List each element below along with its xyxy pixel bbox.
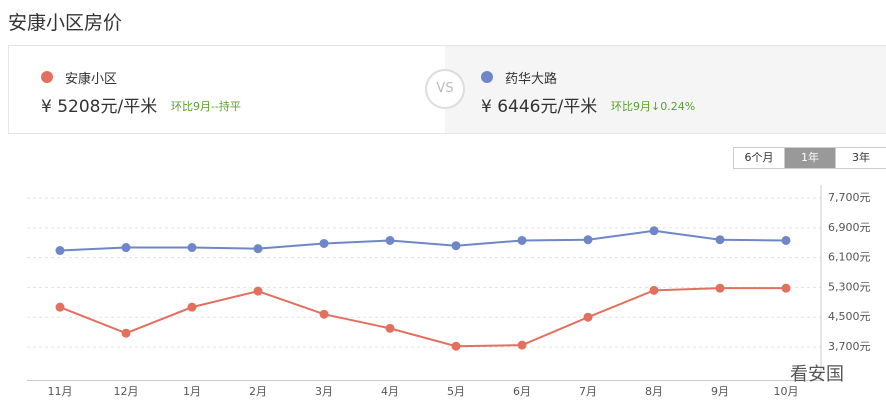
vs-badge: VS xyxy=(425,69,465,109)
data-point xyxy=(451,341,461,351)
data-point xyxy=(187,243,197,253)
range-buttons: 6个月 1年 3年 xyxy=(733,147,886,169)
price: ¥ 5208元/平米 xyxy=(41,97,158,117)
data-point xyxy=(385,323,395,333)
x-tick-label: 7月 xyxy=(579,385,597,398)
x-tick-label: 8月 xyxy=(645,385,663,398)
data-point xyxy=(385,235,395,245)
data-point xyxy=(517,235,527,245)
x-tick-label: 10月 xyxy=(774,385,799,398)
data-point xyxy=(121,243,131,253)
x-tick-label: 12月 xyxy=(114,385,139,398)
data-point xyxy=(187,302,197,312)
x-tick-label: 3月 xyxy=(315,385,333,398)
data-point xyxy=(319,238,329,248)
data-point xyxy=(253,244,263,254)
left-panel: 安康小区 ¥ 5208元/平米 环比9月--持平 xyxy=(9,46,445,133)
y-tick-label: 5,300元 xyxy=(828,280,871,293)
x-tick-label: 2月 xyxy=(249,385,267,398)
change: 环比9月↓0.24% xyxy=(611,100,696,113)
x-tick-label: 9月 xyxy=(711,385,729,398)
data-point xyxy=(715,283,725,293)
x-tick-label: 5月 xyxy=(447,385,465,398)
x-tick-label: 6月 xyxy=(513,385,531,398)
change: 环比9月--持平 xyxy=(171,100,241,113)
range-button[interactable]: 1年 xyxy=(784,148,835,168)
y-tick-label: 6,900元 xyxy=(828,221,871,234)
legend-name: 药华大路 xyxy=(505,72,558,87)
data-point xyxy=(583,312,593,322)
legend-name: 安康小区 xyxy=(65,72,118,87)
x-tick-label: 1月 xyxy=(183,385,201,398)
y-tick-label: 6,100元 xyxy=(828,251,871,264)
price: ¥ 6446元/平米 xyxy=(481,97,598,117)
data-point xyxy=(253,286,263,296)
series-line xyxy=(59,287,786,348)
data-point xyxy=(517,340,527,350)
data-point xyxy=(55,246,65,256)
data-point xyxy=(715,235,725,245)
data-point xyxy=(55,302,65,312)
x-tick-label: 11月 xyxy=(48,385,73,398)
x-tick-label: 4月 xyxy=(381,385,399,398)
data-point xyxy=(121,328,131,338)
y-tick-label: 7,700元 xyxy=(828,191,871,204)
series-line xyxy=(59,229,787,252)
y-tick-label: 4,500元 xyxy=(828,310,871,323)
watermark: 看安国 xyxy=(790,364,844,385)
range-button[interactable]: 6个月 xyxy=(744,151,774,164)
legend-dot xyxy=(481,71,493,83)
compare-panel: 安康小区 ¥ 5208元/平米 环比9月--持平 药华大路 ¥ 6446元/平米… xyxy=(8,45,886,134)
legend-dot xyxy=(41,71,53,83)
page-title: 安康小区房价 xyxy=(8,12,123,34)
data-point xyxy=(319,309,329,319)
data-point xyxy=(649,285,659,295)
data-point xyxy=(649,226,659,236)
data-point xyxy=(451,241,461,251)
y-tick-label: 3,700元 xyxy=(828,340,871,353)
right-panel: 药华大路 ¥ 6446元/平米 环比9月↓0.24% xyxy=(445,46,886,133)
data-point xyxy=(781,235,791,245)
range-button[interactable]: 3年 xyxy=(835,148,886,168)
data-point xyxy=(781,283,791,293)
data-point xyxy=(583,235,593,245)
